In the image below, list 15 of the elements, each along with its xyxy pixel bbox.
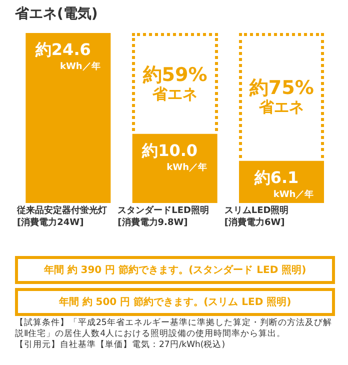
chart-title: 省エネ(電気) — [15, 5, 98, 23]
text: 【試算条件】「平成25年省エネルギー基準に準拠した算定・判断の方法及び解説Ⅱ住宅」の居住人数4人における照明設備の使用時間率から算出。 — [15, 318, 333, 340]
data-label: 約6.1 kWh／年 — [253, 168, 314, 200]
dashed-frame: 約59% 省エネ — [132, 33, 218, 131]
framed-note: 年間 約 500 円 節約できます。(スリム LED 照明) — [15, 288, 335, 316]
dashed-frame: 約75% 省エネ — [239, 33, 324, 158]
x-tick-label: 従来品安定器付蛍光灯 [消費電力24W] — [17, 206, 107, 228]
data-label: 約10.0 kWh／年 — [141, 140, 207, 173]
text: 【引用元】自社基準【単価】電気：27円/kWh(税込) — [15, 340, 226, 352]
x-tick-label: スリムLED照明 [消費電力6W] — [224, 206, 290, 230]
annotation: 約59% 省エネ — [142, 64, 208, 103]
x-tick-label: スタンダードLED照明 [消費電力9.8W] — [118, 206, 210, 230]
data-label: 約24.6 kWh／年 — [34, 40, 100, 72]
framed-note: 年間 約 390 円 節約できます。(スタンダード LED 照明) — [15, 256, 335, 284]
annotation: 約75% 省エネ — [249, 77, 314, 116]
